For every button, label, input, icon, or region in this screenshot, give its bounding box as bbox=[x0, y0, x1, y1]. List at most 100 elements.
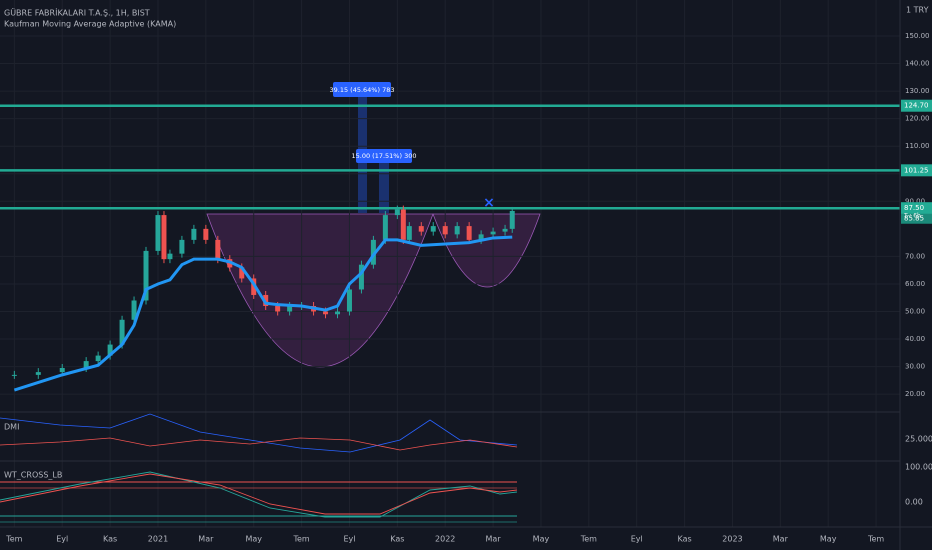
symbol-title: GÜBRE FABRİKALARI T.A.Ş., 1H, BIST bbox=[4, 8, 150, 18]
time-axis: Tem Eyl Kas 2021 Mar May Tem Eyl Kas 2022 Mar May Te… bbox=[5, 535, 884, 544]
y-tick-label: 90.00 bbox=[905, 197, 925, 205]
x-tick-label: Mar bbox=[773, 535, 789, 544]
candle bbox=[400, 209, 406, 240]
kama-line bbox=[13, 235, 513, 392]
candle bbox=[275, 305, 281, 312]
pane-tick: 100.00 bbox=[905, 463, 932, 472]
x-tick-label: Mar bbox=[486, 535, 502, 544]
pane-title: DMI bbox=[4, 423, 19, 432]
price-tag-label: 85.85 bbox=[904, 215, 924, 223]
candle bbox=[394, 209, 400, 216]
y-tick-label: 120.00 bbox=[905, 115, 930, 123]
candle bbox=[358, 264, 364, 290]
candle bbox=[131, 300, 137, 320]
candle bbox=[215, 239, 221, 260]
pane-title: WT_CROSS_LB bbox=[4, 471, 62, 480]
candle bbox=[83, 361, 89, 368]
measure-bar bbox=[379, 163, 389, 213]
candle bbox=[167, 253, 173, 260]
x-tick-label: Mar bbox=[198, 535, 214, 544]
candle bbox=[418, 226, 424, 232]
cross-marker: × bbox=[483, 195, 495, 211]
pane-tick: 0.00 bbox=[905, 498, 923, 507]
measure-label: 15.00 (17.51%) 300 bbox=[351, 152, 416, 160]
measure-box bbox=[333, 82, 391, 97]
candle bbox=[239, 267, 245, 279]
y-tick-label: 130.00 bbox=[905, 87, 930, 95]
currency: 1 TRY bbox=[906, 6, 929, 15]
candle bbox=[335, 311, 340, 315]
wt1 bbox=[0, 471, 518, 518]
candle bbox=[454, 226, 460, 235]
candle bbox=[509, 210, 515, 229]
candle bbox=[155, 215, 161, 251]
price-tag bbox=[901, 202, 932, 215]
y-tick-label: 60.00 bbox=[905, 280, 925, 288]
y-tick-label: 40.00 bbox=[905, 335, 925, 343]
candle bbox=[490, 231, 496, 235]
candle bbox=[346, 289, 352, 312]
y-tick-label: 140.00 bbox=[905, 60, 930, 68]
y-tick-label: 150.00 bbox=[905, 32, 930, 40]
y-tick-label: 70.00 bbox=[905, 252, 925, 260]
y-tick-label: 30.00 bbox=[905, 363, 925, 371]
candle bbox=[59, 367, 65, 373]
candle bbox=[119, 319, 125, 345]
wt2 bbox=[0, 473, 518, 515]
indicator-title: Kaufman Moving Average Adaptive (KAMA) bbox=[4, 20, 176, 29]
candle bbox=[478, 234, 484, 240]
y-tick-label: 50.00 bbox=[905, 308, 925, 316]
cup-shape bbox=[432, 213, 541, 288]
price-tag-label: 101.25 bbox=[904, 166, 929, 174]
x-tick-label: May bbox=[533, 535, 550, 544]
price-tag bbox=[901, 99, 932, 112]
x-tick-label: Tem bbox=[580, 535, 597, 544]
x-tick-label: Eyl bbox=[631, 535, 643, 544]
price-tag-label: 87.50 bbox=[904, 204, 924, 212]
candle bbox=[143, 250, 149, 301]
candle bbox=[35, 372, 41, 375]
x-tick-label: May bbox=[820, 535, 837, 544]
measure-label: 39.15 (45.64%) 783 bbox=[329, 86, 394, 94]
pane-tick: 25.0000 bbox=[905, 435, 932, 444]
x-tick-label: Eyl bbox=[343, 535, 355, 544]
candle bbox=[161, 215, 167, 260]
x-tick-label: Tem bbox=[5, 535, 22, 544]
x-tick-label: Eyl bbox=[56, 535, 68, 544]
y-tick-label: 110.00 bbox=[905, 142, 930, 150]
price-tag bbox=[901, 213, 932, 224]
x-tick-label: May bbox=[245, 535, 262, 544]
candle bbox=[323, 311, 329, 315]
candle bbox=[466, 226, 472, 240]
x-tick-label: Kas bbox=[390, 535, 404, 544]
measure-box bbox=[356, 149, 412, 163]
candle bbox=[442, 226, 448, 235]
dmi-minus bbox=[0, 437, 518, 451]
candle bbox=[430, 226, 436, 232]
price-tag-label: 124.70 bbox=[904, 102, 929, 110]
countdown: T-: 6h bbox=[903, 213, 921, 220]
x-tick-label: Tem bbox=[292, 535, 309, 544]
x-tick-label: Kas bbox=[103, 535, 117, 544]
cup-shape bbox=[206, 213, 434, 368]
y-tick-label: 20.00 bbox=[905, 390, 925, 398]
candle bbox=[179, 239, 185, 254]
candle bbox=[203, 228, 209, 240]
dmi-plus bbox=[0, 413, 518, 453]
x-tick-label: 2022 bbox=[435, 535, 455, 544]
x-tick-label: 2023 bbox=[722, 535, 742, 544]
price-pane bbox=[0, 0, 900, 527]
x-tick-label: Tem bbox=[867, 535, 884, 544]
candle bbox=[370, 239, 376, 265]
price-tag bbox=[901, 164, 932, 177]
candle bbox=[107, 344, 113, 356]
candle bbox=[382, 215, 388, 240]
candle bbox=[11, 374, 17, 376]
candle bbox=[406, 226, 412, 240]
candle bbox=[191, 228, 197, 240]
candle bbox=[287, 305, 293, 312]
x-tick-label: 2021 bbox=[148, 535, 168, 544]
x-tick-label: Kas bbox=[677, 535, 691, 544]
